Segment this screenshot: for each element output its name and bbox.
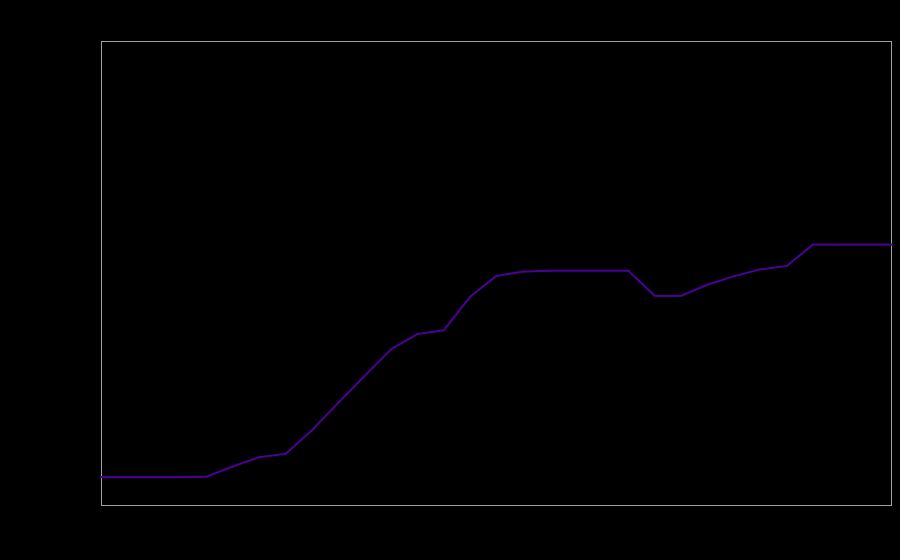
data-point: [179, 476, 182, 479]
data-point: [126, 476, 129, 479]
data-point: [838, 243, 841, 246]
line-series-1: [100, 243, 893, 479]
data-point: [679, 294, 683, 297]
data-point: [389, 348, 393, 351]
data-point: [99, 476, 103, 479]
data-point: [521, 270, 524, 273]
data-point: [310, 429, 314, 432]
data-point: [442, 329, 445, 332]
data-point: [363, 374, 366, 377]
data-point: [890, 243, 894, 246]
data-point: [653, 294, 656, 297]
data-point: [548, 269, 551, 272]
data-point: [152, 476, 155, 479]
data-point: [284, 452, 287, 456]
data-point: [811, 243, 815, 246]
data-point: [759, 268, 762, 271]
data-point: [785, 264, 788, 268]
data-point: [231, 465, 234, 468]
data-point: [732, 275, 735, 278]
data-point: [205, 475, 208, 478]
data-point: [416, 332, 419, 336]
plot-area-frame: [101, 41, 892, 506]
data-point: [627, 269, 630, 272]
data-point: [469, 295, 472, 298]
data-point: [495, 274, 498, 277]
data-point: [337, 401, 340, 404]
markers-series-1: [99, 243, 894, 479]
data-point: [258, 456, 261, 459]
data-point: [574, 269, 577, 272]
data-point: [864, 243, 867, 246]
data-point: [706, 283, 709, 286]
data-point: [600, 269, 604, 272]
